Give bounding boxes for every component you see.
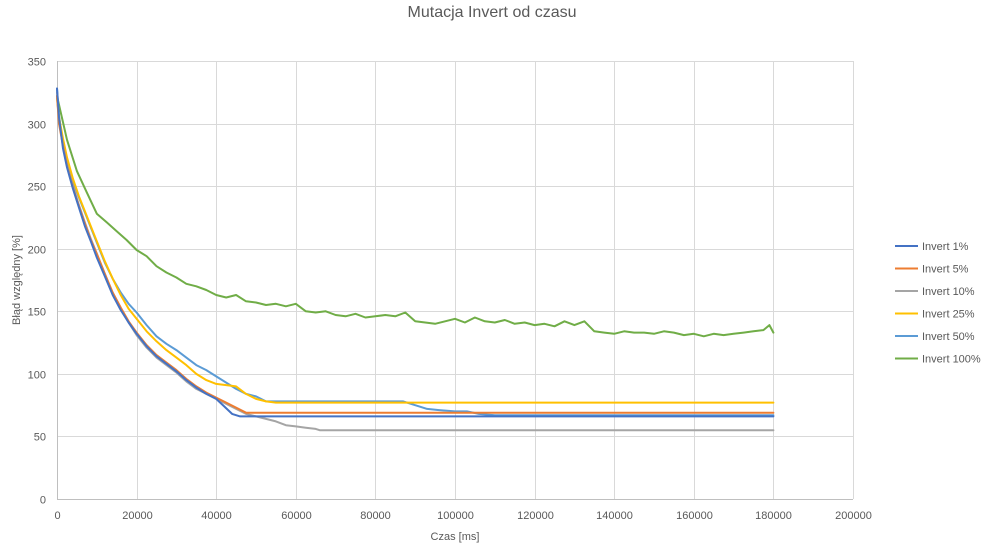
y-tick-label: 350 — [28, 57, 46, 69]
x-tick-label: 100000 — [437, 510, 474, 522]
y-tick-label: 0 — [40, 495, 46, 507]
legend-item: Invert 5% — [895, 264, 969, 276]
x-tick-label: 120000 — [517, 510, 554, 522]
x-tick-label: 40000 — [201, 510, 232, 522]
legend-item: Invert 25% — [895, 309, 975, 321]
series-line-invert-25 — [56, 97, 775, 404]
x-tick-label: 160000 — [676, 510, 713, 522]
series-line-invert-50 — [56, 87, 775, 417]
x-tick-label: 180000 — [755, 510, 792, 522]
y-tick-label: 100 — [28, 370, 46, 382]
x-tick-labels: 0 20000 40000 60000 80000 100000 120000 140000 1… — [54, 510, 871, 522]
legend-item: Invert 100% — [895, 354, 981, 366]
x-tick-label: 200000 — [835, 510, 872, 522]
x-tick-label: 60000 — [281, 510, 312, 522]
series-lines — [56, 87, 775, 432]
series-line-invert-5 — [56, 95, 775, 414]
x-axis-title: Czas [ms] — [431, 531, 480, 543]
x-tick-label: 140000 — [596, 510, 633, 522]
x-tick-label: 80000 — [360, 510, 391, 522]
x-tick-label: 0 — [54, 510, 60, 522]
chart-title: Mutacja Invert od czasu — [408, 4, 577, 21]
y-tick-label: 200 — [28, 245, 46, 257]
x-tick-label: 20000 — [122, 510, 153, 522]
gridlines — [57, 61, 854, 499]
legend-item: Invert 1% — [895, 241, 969, 253]
legend-label: Invert 10% — [922, 286, 975, 298]
legend: Invert 1% Invert 5% Invert 10% Invert 25% In… — [895, 241, 981, 366]
legend-item: Invert 50% — [895, 331, 975, 343]
legend-label: Invert 25% — [922, 309, 975, 321]
series-line-invert-100 — [56, 95, 775, 338]
y-tick-label: 50 — [34, 432, 46, 444]
y-tick-label: 150 — [28, 307, 46, 319]
series-line-invert-10 — [56, 91, 775, 432]
series-line-invert-1 — [56, 87, 775, 418]
y-tick-label: 300 — [28, 120, 46, 132]
legend-label: Invert 100% — [922, 354, 981, 366]
legend-label: Invert 1% — [922, 241, 969, 253]
legend-label: Invert 50% — [922, 331, 975, 343]
y-axis-title: Błąd względny [%] — [11, 235, 23, 325]
legend-label: Invert 5% — [922, 264, 969, 276]
y-tick-labels: 0 50 100 150 200 250 300 350 — [28, 57, 46, 507]
y-tick-label: 250 — [28, 182, 46, 194]
axes — [57, 61, 853, 500]
legend-item: Invert 10% — [895, 286, 975, 298]
